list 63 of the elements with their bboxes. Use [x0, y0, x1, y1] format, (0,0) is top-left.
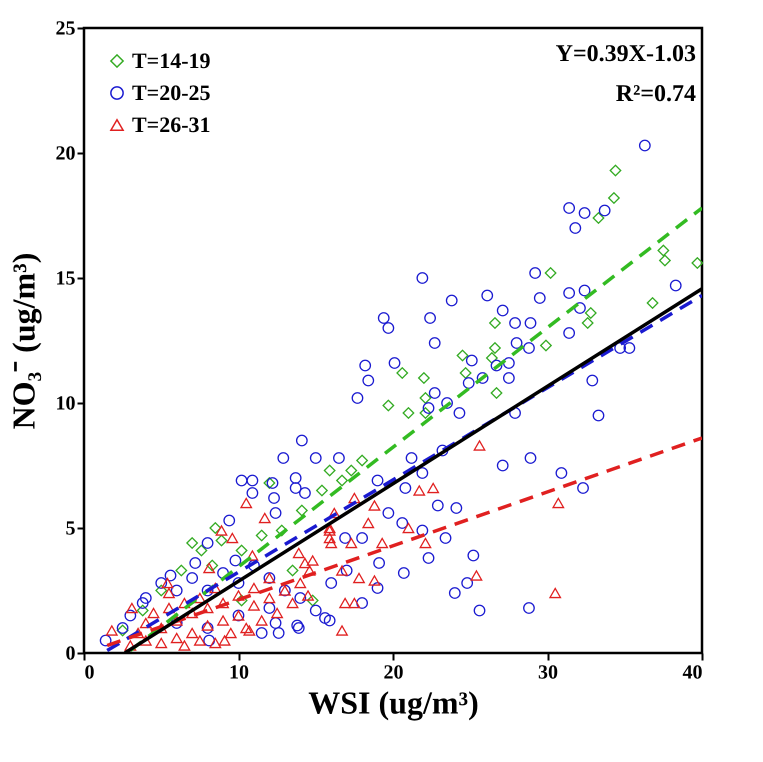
point: [657, 244, 670, 256]
point: [540, 340, 552, 352]
point: [659, 254, 671, 266]
point: [306, 594, 319, 606]
point: [489, 342, 501, 354]
point: [356, 454, 368, 466]
point: [608, 192, 620, 204]
legend-label: T=26-31: [132, 112, 211, 137]
point: [276, 524, 288, 536]
point: [175, 564, 188, 576]
y-tick-label: 5: [66, 518, 76, 540]
point: [456, 350, 468, 362]
point: [420, 407, 432, 419]
point: [418, 372, 430, 384]
point: [336, 474, 348, 486]
point: [206, 560, 218, 572]
point: [486, 352, 498, 364]
point: [264, 477, 276, 489]
point: [256, 530, 268, 542]
point: [296, 504, 308, 516]
x-tick-label: 0: [84, 662, 94, 684]
point: [382, 400, 394, 412]
point: [610, 164, 622, 176]
y-tick-label: 10: [56, 392, 76, 414]
point: [286, 564, 298, 576]
y-tick-label: 0: [66, 642, 76, 664]
point: [155, 584, 168, 596]
point: [490, 387, 502, 399]
point: [582, 317, 594, 329]
point: [396, 367, 408, 379]
y-tick-label: 25: [56, 18, 76, 40]
point: [544, 267, 556, 279]
annotation: Y=0.39X-1.03: [556, 41, 696, 67]
point: [646, 297, 658, 309]
point: [136, 604, 149, 616]
y-tick-label: 15: [56, 268, 76, 290]
y-tick-label: 20: [56, 142, 76, 164]
point: [489, 317, 501, 329]
point: [420, 392, 432, 404]
legend-label: T=20-25: [132, 80, 211, 105]
x-tick-label: 20: [384, 662, 404, 684]
legend-label: T=14-19: [132, 48, 211, 73]
point: [460, 367, 472, 379]
point: [236, 544, 248, 556]
point: [316, 484, 328, 496]
point: [584, 307, 597, 319]
point: [116, 624, 129, 636]
point: [345, 464, 358, 476]
point: [402, 407, 414, 419]
x-tick-label: 30: [538, 662, 558, 684]
point: [592, 212, 604, 224]
point: [209, 522, 222, 534]
point: [196, 544, 208, 556]
point: [324, 464, 336, 476]
point: [216, 534, 228, 546]
point: [691, 257, 704, 269]
x-tick-label: 40: [682, 662, 702, 684]
x-axis-title: WSI (ug/m³): [308, 684, 479, 722]
point: [186, 537, 198, 549]
y-axis-title: NO₃⁻ (ug/m³): [6, 252, 42, 430]
annotation: R²=0.74: [616, 81, 696, 107]
x-tick-label: 10: [229, 662, 249, 684]
point: [236, 594, 248, 606]
